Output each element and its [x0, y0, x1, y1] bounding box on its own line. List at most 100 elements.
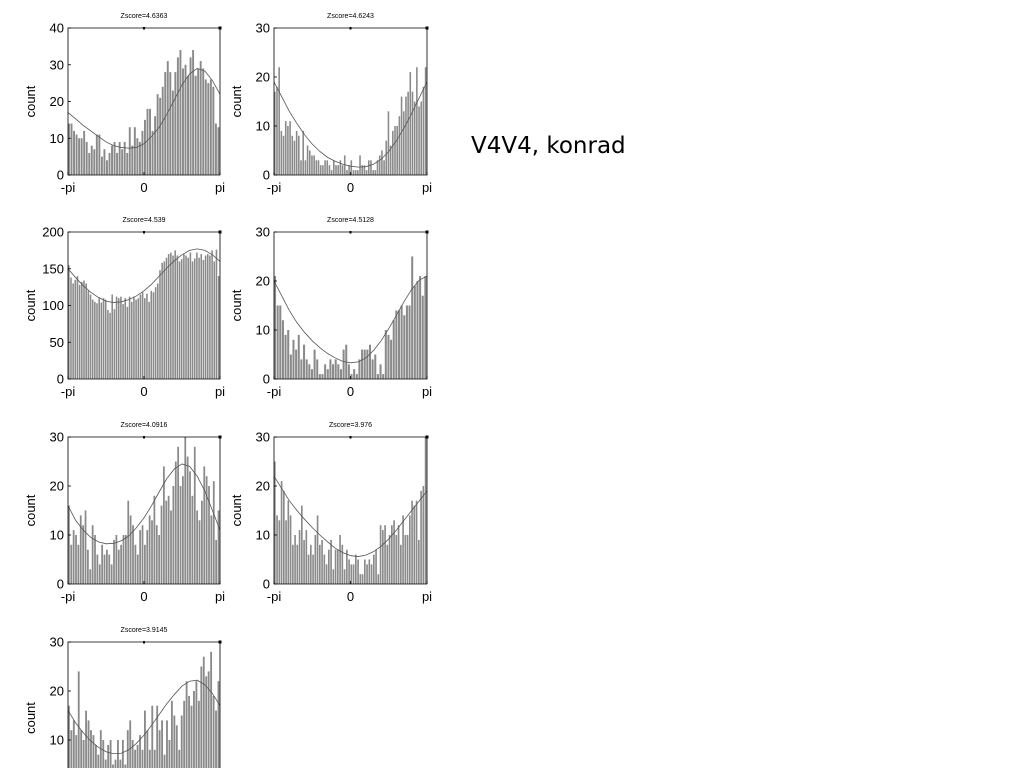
histogram-bar — [382, 374, 385, 379]
histogram-bar — [128, 296, 131, 379]
histogram-bar — [337, 549, 339, 584]
x-tick-label: 0 — [347, 384, 354, 399]
histogram-bar — [201, 500, 203, 584]
histogram-panel-7: Zscore=3.9145 10 20 30 count — [23, 627, 222, 768]
histogram-bar — [151, 130, 154, 175]
histogram-bar — [110, 564, 113, 584]
histogram-bar — [132, 525, 134, 584]
histogram-bar — [330, 170, 333, 175]
histogram-bar — [319, 165, 322, 175]
histogram-bar — [195, 681, 198, 768]
histogram-bar — [96, 303, 98, 379]
histogram-bar — [352, 564, 355, 584]
histogram-bar — [89, 294, 92, 379]
x-tick-label: pi — [422, 589, 432, 604]
histogram-bar — [100, 302, 103, 379]
chart-title: Zscore=3.976 — [329, 422, 372, 429]
histogram-bar — [303, 539, 305, 584]
histogram-bar — [281, 320, 284, 379]
corner-mark — [425, 26, 429, 30]
histogram-bars — [68, 50, 220, 176]
histogram-bar — [148, 749, 151, 768]
histogram-bar — [300, 160, 302, 175]
histogram-bar — [194, 75, 197, 175]
y-axis-label: count — [23, 289, 38, 321]
histogram-bar — [80, 730, 83, 768]
histogram-bar — [129, 720, 132, 768]
histogram-bar — [180, 715, 183, 768]
corner-mark — [218, 26, 222, 30]
histogram-bar — [212, 86, 215, 175]
y-tick-label: 0 — [263, 372, 270, 387]
histogram-bar — [395, 535, 398, 584]
histogram-bar — [382, 530, 384, 584]
chart-title: Zscore=3.9145 — [121, 627, 168, 634]
histogram-bar — [170, 700, 173, 768]
histogram-bar — [217, 681, 220, 768]
histogram-bar — [156, 705, 159, 768]
chart-title: Zscore=4.5128 — [327, 217, 374, 224]
histogram-bar — [106, 549, 108, 584]
histogram-bar — [131, 740, 134, 768]
histogram-bar — [167, 495, 170, 584]
y-tick-label: 0 — [57, 168, 64, 183]
histogram-bar — [287, 500, 290, 584]
histogram-bar — [217, 510, 220, 584]
histogram-bar — [157, 283, 159, 379]
histogram-bar — [106, 160, 108, 175]
histogram-bar — [182, 68, 184, 175]
top-tick — [143, 641, 145, 644]
histogram-bar — [124, 298, 127, 379]
y-axis-label: count — [23, 85, 38, 117]
histogram-bar — [280, 130, 283, 175]
histogram-bar — [359, 574, 362, 584]
histogram-bar — [144, 710, 146, 768]
histogram-bar — [178, 261, 181, 379]
histogram-bar — [189, 252, 192, 379]
histogram-bar — [395, 310, 398, 379]
corner-mark — [218, 230, 222, 234]
histogram-bar — [144, 119, 146, 176]
histogram-bar — [203, 466, 206, 584]
histogram-bar — [211, 250, 213, 380]
histogram-bar — [413, 505, 416, 584]
histogram-bar — [411, 91, 414, 175]
top-tick — [143, 27, 145, 30]
histogram-bar — [161, 720, 164, 768]
histogram-bar — [324, 160, 326, 175]
histogram-bar — [376, 160, 379, 175]
histogram-bar — [325, 564, 328, 584]
histogram-bar — [161, 262, 163, 379]
histogram-bar — [419, 276, 422, 379]
histogram-bar — [163, 261, 166, 379]
histogram-bar — [113, 309, 116, 379]
histogram-bar — [387, 111, 390, 175]
histogram-bar — [214, 123, 217, 175]
histogram-bar — [134, 544, 137, 584]
histogram-bar — [131, 145, 134, 175]
histogram-bar — [185, 255, 187, 379]
histogram-bar — [85, 710, 88, 768]
histogram-bar — [322, 165, 324, 175]
histogram-bar — [402, 515, 404, 584]
histogram-bar — [130, 301, 133, 379]
corner-mark — [218, 435, 222, 439]
histogram-bar — [370, 564, 373, 584]
histogram-bar — [125, 535, 127, 584]
histogram-bar — [177, 446, 180, 584]
histogram-bar — [361, 349, 364, 379]
histogram-bar — [420, 101, 423, 175]
histogram-bar — [292, 339, 295, 379]
histogram-bar — [280, 481, 283, 584]
histogram-bar — [163, 466, 165, 584]
x-tick-label: pi — [422, 384, 432, 399]
histogram-bar — [367, 160, 370, 175]
histogram-bar — [337, 364, 340, 379]
histogram-bar — [127, 500, 130, 584]
x-tick-label: 0 — [140, 180, 147, 195]
histogram-bar — [102, 740, 105, 768]
histogram-bar — [115, 296, 118, 379]
histogram-bar — [348, 165, 350, 175]
histogram-bar — [141, 292, 144, 379]
